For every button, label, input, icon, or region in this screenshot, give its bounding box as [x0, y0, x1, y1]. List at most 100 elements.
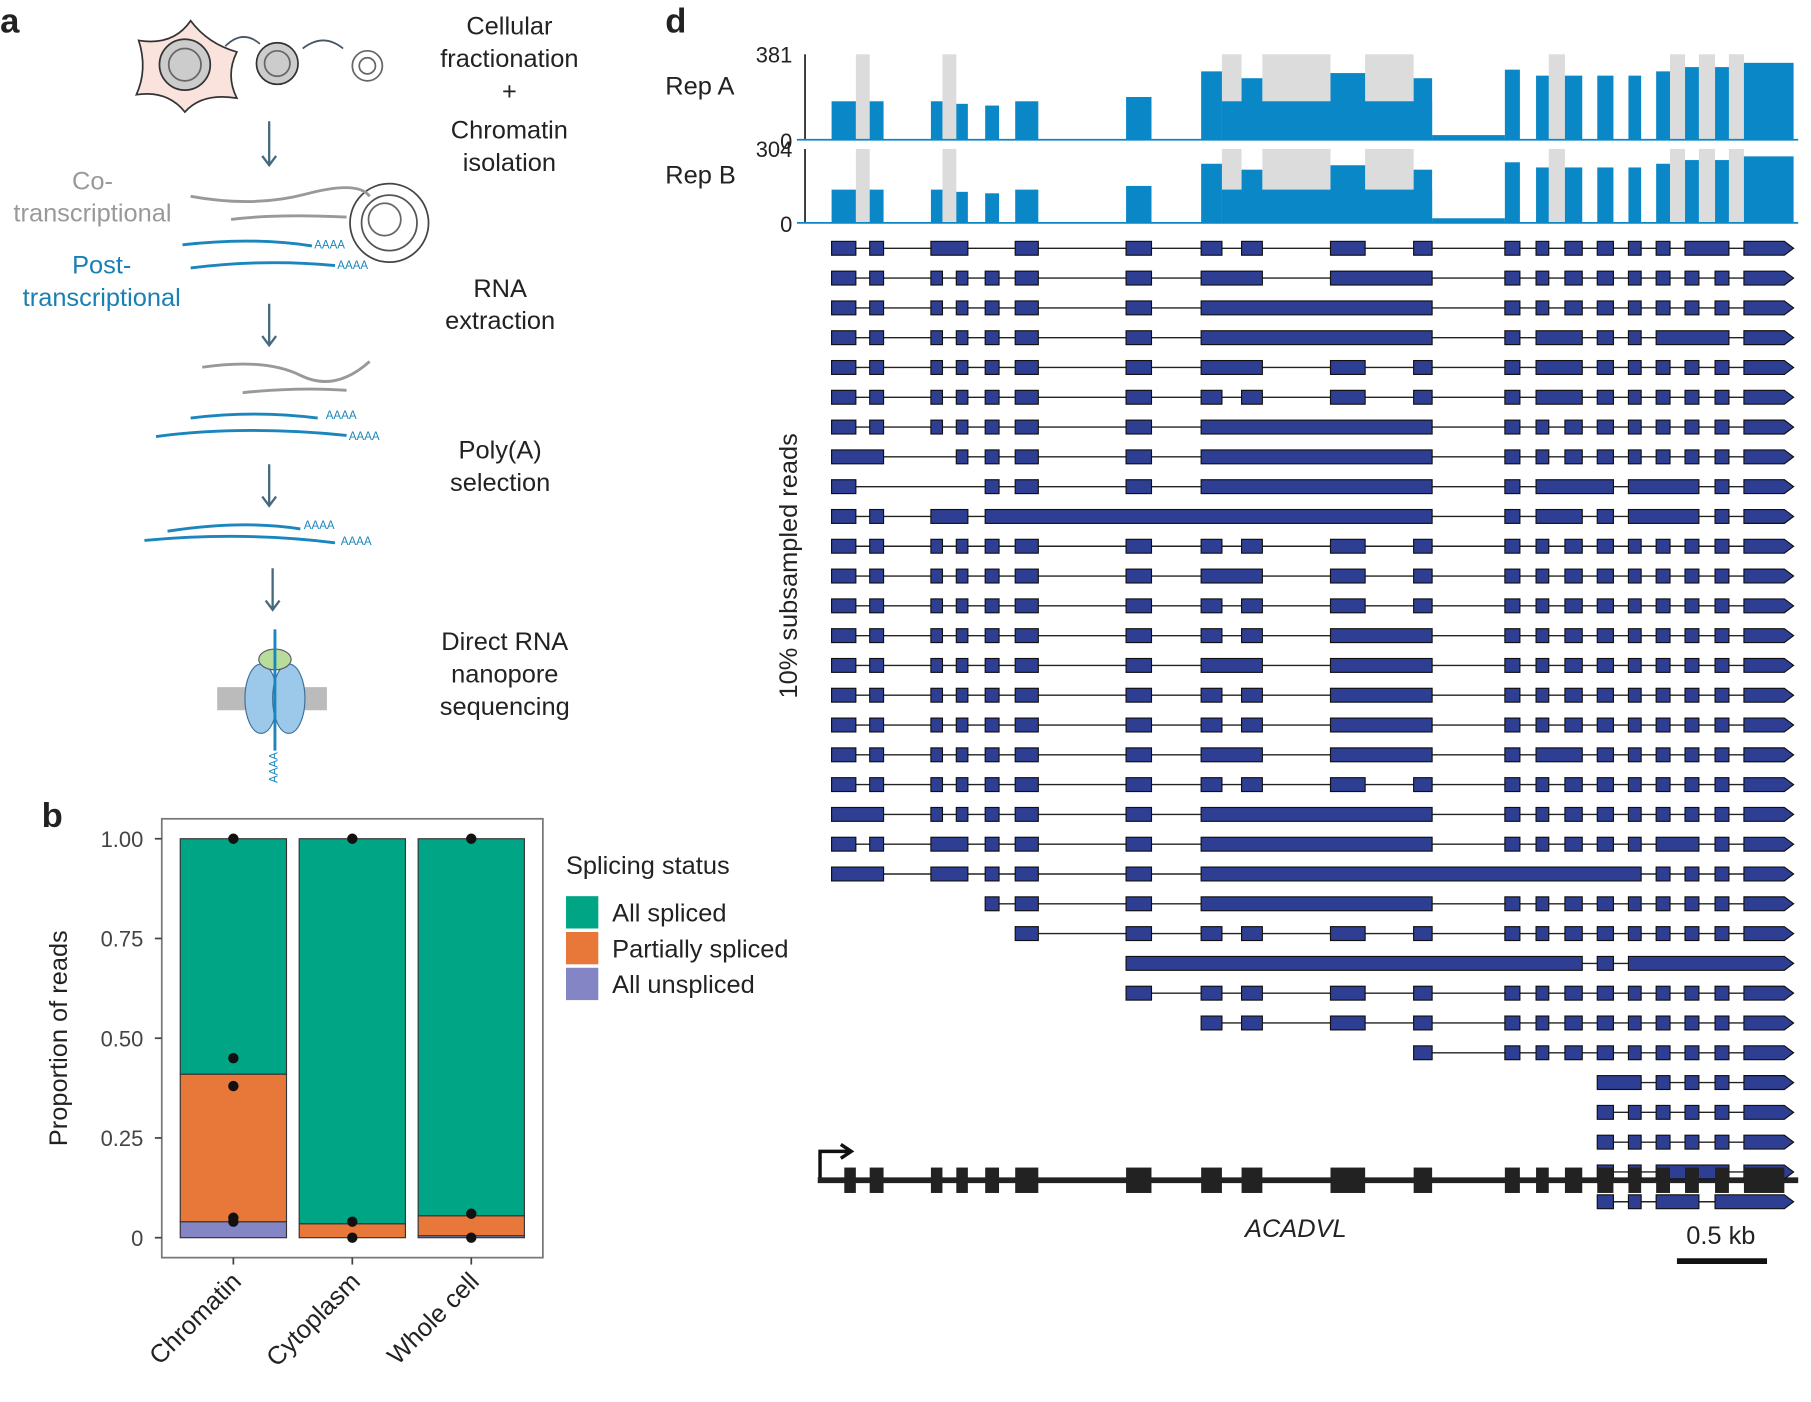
read-exon [1014, 330, 1039, 346]
read-exon [930, 419, 944, 435]
read-exon [1535, 687, 1550, 703]
read-exon [1655, 1015, 1671, 1031]
read-exon [984, 806, 1000, 822]
read-exon [1564, 270, 1583, 286]
coverage [1656, 71, 1671, 140]
step-label: sequencing [440, 693, 570, 721]
polya-label: AAAA [341, 536, 372, 548]
read-exon [1627, 359, 1642, 375]
read-exon [1125, 330, 1153, 346]
read-exon [869, 359, 885, 375]
read-exon [1329, 1015, 1366, 1031]
read-exon [1125, 419, 1153, 435]
read-exon [1413, 598, 1433, 614]
read-exon [955, 389, 969, 405]
read-exon [1200, 717, 1223, 733]
y-tick-label: 0.25 [101, 1126, 144, 1151]
read-exon [1684, 300, 1700, 316]
gene-exon [844, 1167, 856, 1193]
read-exon [1504, 806, 1521, 822]
read-exon [1743, 330, 1795, 346]
read-exon [1200, 598, 1223, 614]
nanopore [217, 629, 327, 751]
read-exon [1240, 389, 1263, 405]
read-exon [1596, 419, 1615, 435]
legend-swatch [565, 896, 599, 929]
read-exon [1240, 777, 1263, 793]
read-exon [930, 538, 944, 554]
read-exon [984, 657, 1000, 673]
retained-intron [1548, 54, 1565, 140]
read-exon [1596, 508, 1615, 524]
read-exon [869, 717, 885, 733]
read-exon [930, 568, 944, 584]
read-exon [930, 598, 944, 614]
gene-exon [869, 1167, 884, 1193]
gene-exon [1536, 1167, 1549, 1193]
read-exon [930, 657, 944, 673]
read-exon [984, 628, 1000, 644]
read-exon [869, 657, 885, 673]
read-exon [1743, 389, 1795, 405]
read-exon [1743, 568, 1795, 584]
read-exon [1743, 300, 1795, 316]
read-exon [1714, 359, 1730, 375]
legend-label: All unspliced [612, 971, 755, 999]
read-exon [1627, 717, 1642, 733]
read-exon [1714, 568, 1730, 584]
read-exon [955, 419, 969, 435]
read-exon [930, 836, 969, 852]
track-name: Rep A [665, 73, 734, 101]
replicate-point [466, 1232, 477, 1243]
read-exon [1240, 538, 1263, 554]
read-exon [1125, 955, 1583, 971]
read-exon [1714, 747, 1730, 763]
read-exon [1200, 419, 1433, 435]
coverage [1432, 218, 1505, 223]
retained-intron [1548, 148, 1565, 223]
read-exon [1627, 1015, 1642, 1031]
coverage [1201, 163, 1222, 223]
read-exon [1714, 1134, 1730, 1150]
read-exon [1125, 657, 1153, 673]
read-exon [869, 628, 885, 644]
read-exon [1743, 806, 1795, 822]
read-exon [1200, 330, 1433, 346]
read-exon [1714, 1015, 1730, 1031]
coverage [930, 189, 943, 223]
coverage [1432, 135, 1505, 140]
read-exon [1125, 240, 1153, 256]
read-exon [1200, 479, 1433, 495]
read-exon [1564, 419, 1583, 435]
read-exon [1125, 777, 1153, 793]
coverage [1656, 163, 1671, 223]
step-label: isolation [463, 149, 556, 177]
step-label: Poly(A) [459, 436, 542, 464]
step-label: selection [450, 469, 550, 497]
read-exon [1684, 985, 1700, 1001]
read-exon [1596, 896, 1615, 912]
read-exon [1596, 1104, 1615, 1120]
gene-exon [956, 1167, 968, 1193]
read-exon [955, 270, 969, 286]
read-exon [869, 538, 885, 554]
read-exon [1655, 1194, 1700, 1210]
read-exon [1714, 300, 1730, 316]
read-exon [1743, 359, 1795, 375]
read-exon [1627, 419, 1642, 435]
read-exon [1125, 836, 1153, 852]
read-exon [1564, 777, 1583, 793]
read-exon [1714, 926, 1730, 942]
read-exon [1655, 419, 1671, 435]
read-exon [1743, 1075, 1795, 1091]
read-exon [1535, 1045, 1550, 1061]
flow-arrows [261, 121, 281, 612]
read-exon [1014, 419, 1039, 435]
step-label: + [502, 77, 517, 105]
retained-intron [1670, 54, 1686, 140]
read-exon [1743, 479, 1795, 495]
read-exon [1504, 657, 1521, 673]
gene-exon [1413, 1167, 1433, 1193]
read-exon [1535, 985, 1550, 1001]
read-exon [1596, 836, 1615, 852]
